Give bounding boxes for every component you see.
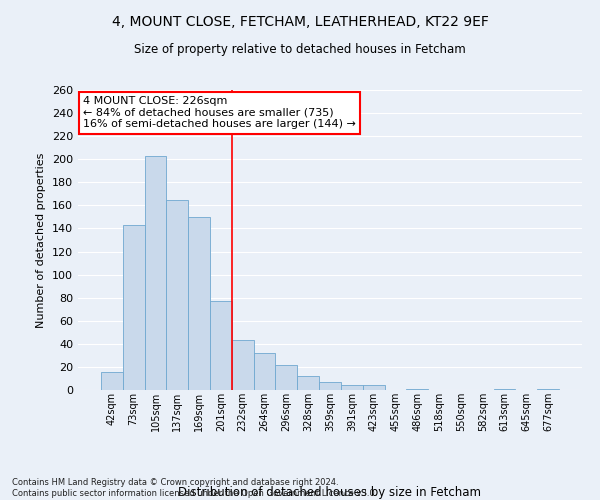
Bar (188, 217, 210, 390)
Bar (297, 376, 319, 390)
X-axis label: Distribution of detached houses by size in Fetcham: Distribution of detached houses by size … (179, 486, 482, 500)
Text: 4, MOUNT CLOSE, FETCHAM, LEATHERHEAD, KT22 9EF: 4, MOUNT CLOSE, FETCHAM, LEATHERHEAD, KT… (112, 15, 488, 29)
Bar (406, 389, 428, 390)
Bar (145, 156, 166, 390)
Text: Contains HM Land Registry data © Crown copyright and database right 2024.
Contai: Contains HM Land Registry data © Crown c… (12, 478, 377, 498)
Bar (319, 382, 341, 390)
Bar (537, 389, 559, 390)
Bar (494, 389, 515, 390)
Bar (166, 200, 188, 390)
Bar (210, 301, 232, 390)
Bar (123, 225, 145, 390)
Text: Size of property relative to detached houses in Fetcham: Size of property relative to detached ho… (134, 42, 466, 56)
Bar (341, 386, 363, 390)
Bar (363, 386, 385, 390)
Y-axis label: Number of detached properties: Number of detached properties (37, 152, 46, 328)
Text: 4 MOUNT CLOSE: 226sqm
← 84% of detached houses are smaller (735)
16% of semi-det: 4 MOUNT CLOSE: 226sqm ← 84% of detached … (83, 96, 356, 129)
Bar (254, 353, 275, 390)
Bar (101, 372, 123, 390)
Bar (232, 340, 254, 390)
Bar (275, 364, 297, 390)
